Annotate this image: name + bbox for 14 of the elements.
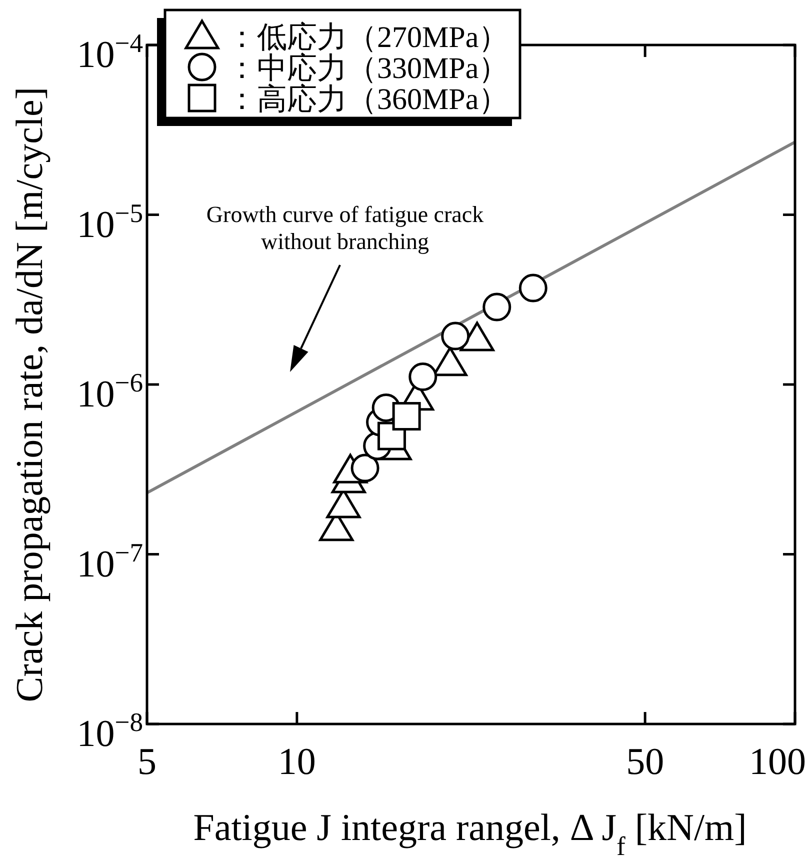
y-tick-label: 10$^{−4}$ bbox=[76, 28, 143, 76]
x-tick-label: 100 bbox=[749, 741, 806, 783]
x-axis-title: Fatigue J integra rangel, Δ J$_{f}$ [kN/m] bbox=[193, 807, 747, 860]
y-tick-label: 10$^{−7}$ bbox=[76, 537, 143, 586]
x-tick-label: 50 bbox=[626, 741, 664, 783]
x-tick-label: 5 bbox=[138, 741, 156, 783]
y-tick-label: 10$^{−6}$ bbox=[76, 368, 143, 416]
y-axis-title: Crack propagation rate, da/dN [m/cycle] bbox=[9, 86, 51, 702]
x-tick-label: 10 bbox=[278, 741, 316, 783]
legend-label: ：中応力（330MPa） bbox=[227, 52, 509, 85]
legend-label: ：低応力（270MPa） bbox=[227, 21, 509, 54]
y-tick-label: 10$^{−5}$ bbox=[76, 198, 143, 246]
annotation: Growth curve of fatigue crack without branching bbox=[206, 202, 484, 254]
legend-label: ：高応力（360MPa） bbox=[227, 83, 509, 116]
